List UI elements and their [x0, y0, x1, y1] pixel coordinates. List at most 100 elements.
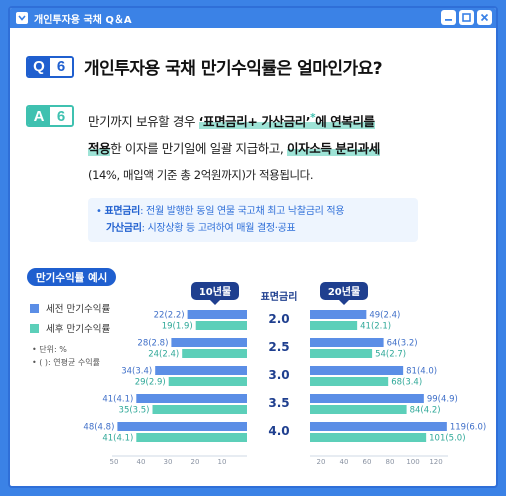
maximize-icon — [462, 13, 471, 22]
data-label-10y-post-tax: 29(2.9) — [135, 378, 166, 388]
tick-label-20y: 100 — [406, 458, 419, 466]
bar-20y-pre-tax — [310, 310, 367, 319]
bar-10y-pre-tax — [187, 310, 247, 319]
answer-line2-highlight2: 이자소득 분리과세 — [287, 141, 380, 157]
tick-label-10y: 20 — [191, 458, 200, 466]
answer-line1-text: 만기까지 보유할 경우 — [88, 114, 199, 130]
category-label: 2.5 — [268, 340, 289, 354]
answer-line1-highlight: ‘표면금리+ 가산금리’*에 연복리를 — [198, 112, 375, 130]
data-label-20y-post-tax: 84(4.2) — [410, 406, 441, 416]
bar-20y-pre-tax — [310, 394, 424, 403]
bar-20y-pre-tax — [310, 422, 447, 431]
unit-note: • 단위: % — [32, 345, 67, 354]
category-label: 2.0 — [268, 312, 289, 326]
footnote-row-2: 가산금리: 시장상황 등 고려하여 매월 결정·공표 — [106, 223, 296, 234]
legend-post-tax: 세후 만기수익률 — [30, 318, 110, 338]
data-label-10y-pre-tax: 22(2.2) — [154, 311, 185, 321]
bar-10y-pre-tax — [136, 394, 247, 403]
data-label-10y-pre-tax: 48(4.8) — [83, 423, 114, 433]
tick-label-10y: 10 — [218, 458, 227, 466]
tick-label-10y: 30 — [164, 458, 173, 466]
question-row: Q 6 개인투자용 국채 만기수익률은 얼마인가요? — [26, 54, 383, 79]
bar-10y-pre-tax — [117, 422, 248, 431]
data-label-10y-pre-tax: 34(3.4) — [121, 367, 152, 377]
answer-text: 만기까지 보유할 경우 ‘표면금리+ 가산금리’*에 연복리를 적용한 이자를 … — [88, 105, 478, 189]
answer-badge-letter: A — [28, 107, 50, 125]
answer-line2-highlight: 적용 — [88, 141, 111, 157]
chart-legend: 세전 만기수익률 세후 만기수익률 — [30, 298, 110, 338]
category-label: 4.0 — [268, 424, 289, 438]
bar-20y-post-tax — [310, 405, 407, 414]
bar-10y-post-tax — [182, 349, 247, 358]
tab-10-year-pointer — [210, 300, 220, 305]
tick-label-10y: 40 — [137, 458, 146, 466]
center-column-label: 표면금리 — [261, 290, 298, 303]
answer-badge: A 6 — [26, 105, 74, 127]
data-label-10y-pre-tax: 28(2.8) — [137, 339, 168, 349]
category-label: 3.5 — [268, 396, 289, 410]
data-label-20y-post-tax: 101(5.0) — [429, 434, 465, 444]
footnote-box: • 표면금리: 전월 발행한 동일 연물 국고채 최고 낙찰금리 적용 가산금리… — [88, 198, 418, 242]
data-label-20y-post-tax: 54(2.7) — [375, 350, 406, 360]
question-badge: Q 6 — [26, 55, 74, 78]
question-text: 개인투자용 국채 만기수익률은 얼마인가요? — [84, 59, 383, 79]
tick-label-20y: 20 — [317, 458, 326, 466]
unit-notes: • 단위: % • ( ): 연평균 수익률 — [32, 343, 100, 369]
data-label-20y-pre-tax: 119(6.0) — [450, 423, 486, 433]
chevron-down-icon[interactable] — [16, 12, 28, 24]
bar-20y-post-tax — [310, 349, 373, 358]
data-label-10y-post-tax: 19(1.9) — [162, 322, 193, 332]
question-badge-letter: Q — [28, 57, 50, 76]
data-label-10y-pre-tax: 41(4.1) — [102, 395, 133, 405]
bar-20y-post-tax — [310, 377, 389, 386]
paren-note: • ( ): 연평균 수익률 — [32, 358, 100, 367]
data-label-10y-post-tax: 41(4.1) — [102, 434, 133, 444]
bar-20y-post-tax — [310, 321, 358, 330]
tab-20-year: 20년물 — [328, 285, 360, 298]
tab-20-year-bg — [320, 282, 368, 300]
data-label-10y-post-tax: 35(3.5) — [119, 406, 150, 416]
data-label-20y-pre-tax: 99(4.9) — [427, 395, 458, 405]
tick-label-20y: 120 — [429, 458, 442, 466]
tab-10-year: 10년물 — [199, 285, 231, 298]
bar-20y-pre-tax — [310, 338, 384, 347]
data-label-20y-pre-tax: 49(2.4) — [369, 311, 400, 321]
tab-20-year-pointer — [339, 300, 349, 305]
category-label: 3.0 — [268, 368, 289, 382]
bar-10y-post-tax — [195, 321, 247, 330]
bar-20y-post-tax — [310, 433, 427, 442]
tab-10-year-bg — [191, 282, 239, 300]
data-label-20y-pre-tax: 81(4.0) — [406, 367, 437, 377]
window-title: 개인투자용 국채 Q＆A — [34, 14, 132, 26]
question-badge-number: 6 — [50, 57, 72, 76]
title-bar: 개인투자용 국채 Q＆A — [10, 8, 496, 28]
answer-badge-number: 6 — [50, 107, 72, 125]
bar-10y-post-tax — [136, 433, 247, 442]
tick-label-10y: 50 — [110, 458, 119, 466]
legend-pre-tax: 세전 만기수익률 — [30, 298, 110, 318]
answer-line2-text: 한 이자를 만기일에 일괄 지급하고, — [110, 141, 288, 157]
minimize-icon — [445, 19, 452, 21]
answer-badge-row: A 6 — [26, 105, 74, 127]
bar-20y-pre-tax — [310, 366, 404, 375]
footnote-row-1: • 표면금리: 전월 발행한 동일 연물 국고채 최고 낙찰금리 적용 — [96, 206, 345, 217]
data-label-10y-post-tax: 24(2.4) — [148, 350, 179, 360]
answer-line3-text: (14%, 매입액 기준 총 2억원까지)가 적용됩니다. — [88, 168, 314, 183]
bar-10y-pre-tax — [155, 366, 247, 375]
tick-label-20y: 60 — [363, 458, 372, 466]
data-label-20y-post-tax: 68(3.4) — [391, 378, 422, 388]
close-button[interactable] — [477, 10, 492, 25]
data-label-20y-post-tax: 41(2.1) — [360, 322, 391, 332]
close-icon — [480, 13, 489, 22]
qa-window: 개인투자용 국채 Q＆A — [8, 6, 498, 488]
minimize-button[interactable] — [441, 10, 456, 25]
bar-10y-post-tax — [152, 405, 247, 414]
bar-10y-post-tax — [168, 377, 247, 386]
tick-label-20y: 40 — [340, 458, 349, 466]
data-label-20y-pre-tax: 64(3.2) — [387, 339, 418, 349]
yield-chart: 표면금리 10년물 20년물 2.0 22(2.2)19(1.9) 49(2.4)41(2… — [83, 282, 486, 466]
maximize-button[interactable] — [459, 10, 474, 25]
tick-label-20y: 80 — [386, 458, 395, 466]
chart-section-label: 만기수익률 예시 — [27, 268, 117, 286]
bar-10y-pre-tax — [171, 338, 247, 347]
